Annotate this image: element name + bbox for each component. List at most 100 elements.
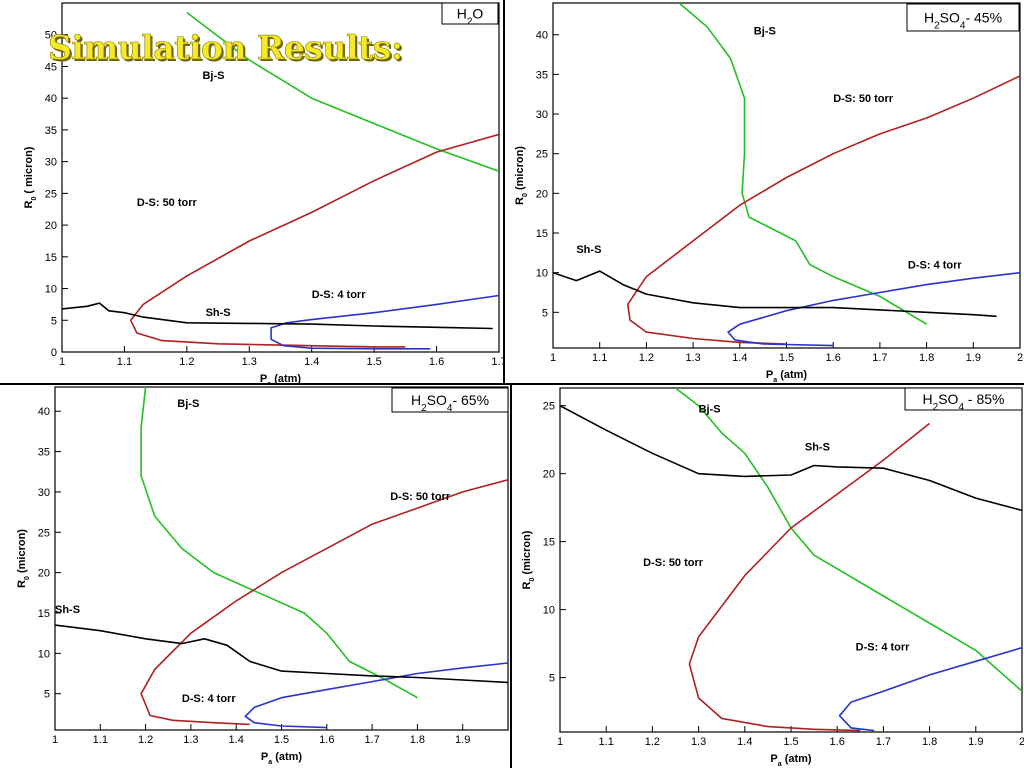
text-part: (atm) xyxy=(271,373,301,385)
text-part: P xyxy=(770,753,777,765)
text-part: H xyxy=(924,10,934,26)
y-tick-label: 20 xyxy=(543,469,555,481)
x-tick-label: 1.9 xyxy=(966,352,981,364)
y-tick-label: 5 xyxy=(51,315,57,327)
text-part: (atm) xyxy=(777,369,807,381)
text-part: - 45% xyxy=(965,10,1002,26)
y-tick-label: 15 xyxy=(45,252,57,264)
text-part: 0 xyxy=(522,193,529,197)
text-part: 4 xyxy=(447,403,453,414)
chart-title: H2SO4- 45% xyxy=(924,10,1002,32)
x-tick-label: 1.3 xyxy=(183,734,198,746)
series-label-d-s-4-torr: D-S: 4 torr xyxy=(908,260,963,272)
x-tick-label: 1.9 xyxy=(968,736,983,748)
series-line-bj-s xyxy=(675,388,1022,692)
x-tick-label: 1.8 xyxy=(919,352,934,364)
y-axis-label: R0 (micron) xyxy=(514,146,529,205)
series-label-d-s-4-torr: D-S: 4 torr xyxy=(312,289,367,301)
x-axis-label: Pa (atm) xyxy=(260,373,302,388)
text-part: (atm) xyxy=(272,751,302,763)
y-tick-label: 10 xyxy=(543,605,555,617)
x-tick-label: 1 xyxy=(557,736,563,748)
x-tick-label: 1.2 xyxy=(639,352,654,364)
series-label-sh-s: Sh-S xyxy=(805,442,830,454)
y-tick-label: 30 xyxy=(536,109,548,121)
series-line-d-s-4-torr xyxy=(270,294,499,350)
text-part: a xyxy=(778,761,782,768)
text-part: 2 xyxy=(933,402,939,413)
y-tick-label: 25 xyxy=(38,527,50,539)
x-tick-label: 1.4 xyxy=(304,356,319,368)
x-tick-label: 1.3 xyxy=(242,356,257,368)
text-part: 0 xyxy=(529,578,536,582)
x-tick-label: 1.6 xyxy=(429,356,444,368)
text-part: 2 xyxy=(467,16,473,27)
x-tick-label: 1.4 xyxy=(737,736,752,748)
text-part: 2 xyxy=(421,403,427,414)
y-tick-label: 35 xyxy=(45,125,57,137)
text-part: ( micron) xyxy=(23,146,35,196)
y-tick-label: 25 xyxy=(543,401,555,413)
x-tick-label: 1.2 xyxy=(179,356,194,368)
chart-title-box xyxy=(904,387,1023,411)
y-tick-label: 40 xyxy=(45,93,57,105)
y-tick-label: 40 xyxy=(536,30,548,42)
x-tick-label: 1.1 xyxy=(117,356,132,368)
text-part: - 85% xyxy=(964,391,1004,407)
chart-panel-h2o: 1 1.1 1.2 1.3 1.4 1.5 1.6 1.7 0 5 10 15 20 25 30 35 40 45… xyxy=(0,0,507,388)
x-tick-label: 1.5 xyxy=(274,734,289,746)
text-part: - 65% xyxy=(452,392,489,408)
text-part: (atm) xyxy=(782,753,812,765)
chart-h2o: 1 1.1 1.2 1.3 1.4 1.5 1.6 1.7051015202530354045… xyxy=(23,2,507,388)
text-part: H xyxy=(411,392,421,408)
y-tick-label: 25 xyxy=(45,188,57,200)
y-tick-label: 40 xyxy=(38,406,50,418)
x-tick-label: 1.1 xyxy=(599,736,614,748)
chart-h2so4-45: 1 1.1 1.2 1.3 1.4 1.5 1.6 1.7 1.8 1.9 251015202530… xyxy=(514,2,1023,384)
text-part: a xyxy=(268,759,272,766)
x-tick-label: 1.3 xyxy=(691,736,706,748)
y-tick-label: 10 xyxy=(38,648,50,660)
chart-title: H2SO4- 65% xyxy=(411,392,489,414)
y-tick-label: 30 xyxy=(45,157,57,169)
y-tick-label: 5 xyxy=(542,307,548,319)
text-part: O xyxy=(472,6,483,22)
text-part: SO xyxy=(940,10,960,26)
text-part: P xyxy=(766,369,773,381)
text-part: (micron) xyxy=(514,146,526,193)
text-part: R xyxy=(16,580,28,588)
y-axis-label: R0 (micron) xyxy=(16,529,31,588)
chart-title: H2SO4 - 85% xyxy=(923,391,1005,413)
x-tick-label: 1.7 xyxy=(364,734,379,746)
x-tick-label: 1.7 xyxy=(872,352,887,364)
x-tick-label: 1.6 xyxy=(319,734,334,746)
chart-panel-h2so4-45: 1 1.1 1.2 1.3 1.4 1.5 1.6 1.7 1.8 1.9 2 5 10 15 20 25 30… xyxy=(505,0,1024,384)
series-label-d-s-50-torr: D-S: 50 torr xyxy=(833,93,894,105)
series-label-d-s-50-torr: D-S: 50 torr xyxy=(390,491,451,503)
chart-title-box xyxy=(441,2,499,25)
x-tick-label: 1.5 xyxy=(779,352,794,364)
text-part: 0 xyxy=(31,197,38,201)
x-tick-label: 1.7 xyxy=(491,356,506,368)
series-line-d-s-4-torr xyxy=(727,271,1020,347)
text-part: SO xyxy=(427,392,447,408)
plot-frame xyxy=(552,2,1021,349)
plot-frame xyxy=(559,387,1023,733)
series-line-bj-s xyxy=(140,387,418,699)
series-line-sh-s xyxy=(560,404,1022,512)
y-tick-label: 5 xyxy=(44,689,50,701)
y-tick-label: 5 xyxy=(549,673,555,685)
text-part: SO xyxy=(938,391,958,407)
series-line-bj-s xyxy=(186,11,499,172)
series-label-bj-s: Bj-S xyxy=(699,403,721,415)
y-tick-label: 20 xyxy=(45,220,57,232)
series-label-d-s-50-torr: D-S: 50 torr xyxy=(137,197,198,209)
text-part: H xyxy=(923,391,933,407)
text-part: a xyxy=(267,381,271,388)
y-tick-label: 50 xyxy=(45,30,57,42)
y-tick-label: 10 xyxy=(536,268,548,280)
x-tick-label: 1.2 xyxy=(645,736,660,748)
slide-title: Simulation Results: xyxy=(48,28,404,68)
series-line-d-s-50-torr xyxy=(129,133,499,348)
chart-h2so4-65: 1 1.1 1.2 1.3 1.4 1.5 1.6 1.7 1.8 1.9510152025303… xyxy=(16,386,509,766)
